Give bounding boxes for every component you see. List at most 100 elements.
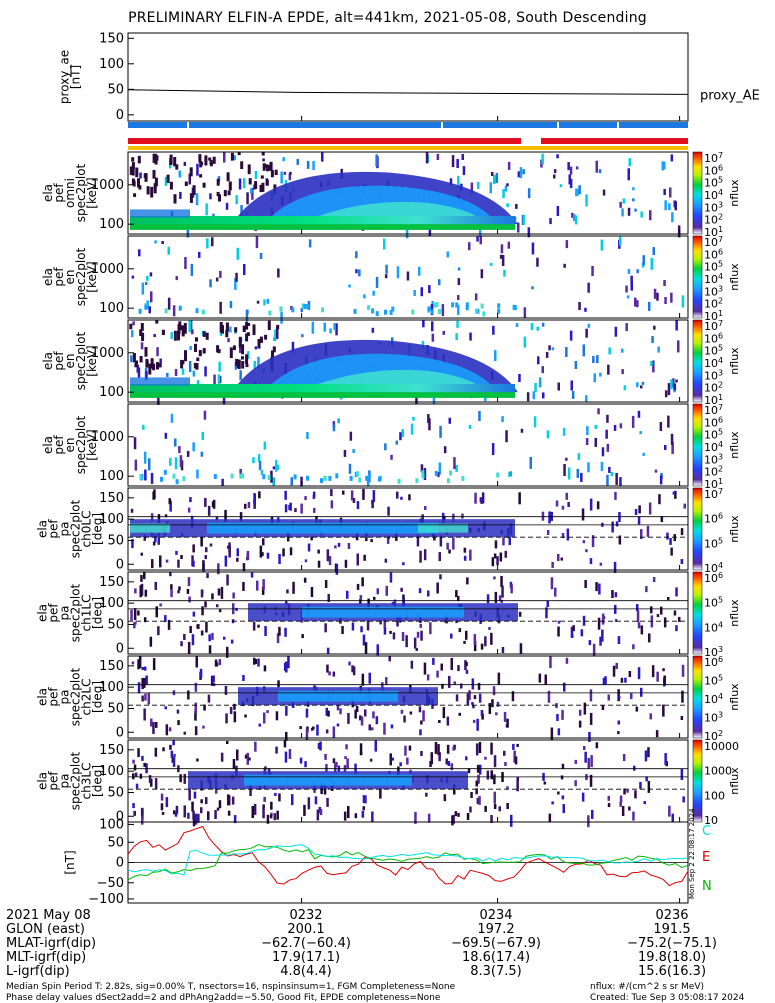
heatmap-band xyxy=(130,383,515,396)
heatmap-pixel xyxy=(427,306,431,312)
heatmap-pixel xyxy=(164,706,167,710)
heatmap-pixel xyxy=(141,282,145,295)
heatmap-pixel xyxy=(548,511,551,524)
heatmap-pixel xyxy=(324,580,328,588)
heatmap-band xyxy=(130,377,190,386)
heatmap-pixel xyxy=(466,813,470,820)
heatmap-pixel xyxy=(326,664,329,673)
heatmap-pixel xyxy=(243,178,246,189)
y-axis-label-line: spec2plot xyxy=(74,247,88,306)
heatmap-pixel xyxy=(511,691,515,702)
proxy-ae-legend: proxy_AE xyxy=(700,88,760,103)
heatmap-pixel xyxy=(640,211,643,218)
heatmap-pixel xyxy=(169,572,172,577)
heatmap-pixel xyxy=(669,187,672,198)
heatmap-pixel xyxy=(637,516,641,525)
heatmap-pixel xyxy=(474,308,478,314)
y-tick-label: 150 xyxy=(99,659,124,674)
heatmap-pixel xyxy=(448,417,451,424)
heatmap-pixel xyxy=(449,178,453,186)
heatmap-pixel xyxy=(466,693,470,706)
heatmap-pixel xyxy=(636,382,639,388)
heatmap-pixel xyxy=(301,303,305,309)
heatmap-pixel xyxy=(481,492,485,504)
heatmap-pixel xyxy=(574,361,578,369)
heatmap-pixel xyxy=(238,336,242,348)
heatmap-pixel xyxy=(468,242,471,251)
page-title: PRELIMINARY ELFIN-A EPDE, alt=441km, 202… xyxy=(128,10,647,26)
heatmap-pixel xyxy=(227,338,230,343)
heatmap-pixel xyxy=(480,269,484,279)
y-tick-label: 100 xyxy=(99,301,124,316)
heatmap-pixel xyxy=(587,282,590,293)
heatmap-pixel xyxy=(640,625,644,635)
heatmap-pixel xyxy=(226,172,230,182)
heatmap-pixel xyxy=(680,716,684,720)
heatmap-pixel xyxy=(557,382,560,391)
heatmap-pixel xyxy=(260,175,264,179)
heatmap-pixel xyxy=(207,505,211,516)
heatmap-pixel xyxy=(399,432,402,441)
heatmap-pixel xyxy=(253,493,256,505)
heatmap-pixel xyxy=(257,339,261,349)
heatmap-pixel xyxy=(131,539,134,549)
heatmap-pixel xyxy=(212,213,215,218)
heatmap-pixel xyxy=(358,269,361,277)
heatmap-pixel xyxy=(139,773,143,779)
heatmap-pixel xyxy=(416,534,420,547)
heatmap-pixel xyxy=(430,309,434,315)
panel-frame xyxy=(127,571,689,655)
heatmap-pixel xyxy=(383,618,386,629)
heatmap-pixel xyxy=(561,795,565,800)
heatmap-pixel xyxy=(246,192,249,205)
heatmap-pixel xyxy=(361,577,364,587)
heatmap-pixel xyxy=(565,457,568,461)
heatmap-pixel xyxy=(253,803,257,815)
heatmap-pixel xyxy=(132,759,135,764)
heatmap-pixel xyxy=(636,269,639,274)
heatmap-pixel xyxy=(421,470,425,476)
heatmap-pixel xyxy=(636,610,640,623)
heatmap-pixel xyxy=(242,563,246,572)
heatmap-pixel xyxy=(232,592,235,599)
heatmap-pixel xyxy=(279,306,283,312)
heatmap-pixel xyxy=(364,709,367,717)
heatmap-pixel xyxy=(152,658,156,671)
heatmap-pixel xyxy=(519,167,523,179)
heatmap-pixel xyxy=(245,309,249,322)
heatmap-pixel xyxy=(589,498,593,511)
y-axis-label-line: pef xyxy=(52,435,66,455)
heatmap-pixel xyxy=(217,374,221,385)
y-tick-label: 100 xyxy=(99,469,124,484)
status-bar-blue xyxy=(128,122,688,128)
heatmap-pixel xyxy=(173,157,177,167)
heatmap-pixel xyxy=(252,457,255,464)
heatmap-pixel xyxy=(479,236,482,245)
heatmap-pixel xyxy=(656,614,660,618)
heatmap-pixel xyxy=(198,350,202,357)
heatmap-pixel xyxy=(148,306,151,314)
heatmap-pixel xyxy=(262,163,266,171)
heatmap-pixel xyxy=(565,240,569,249)
heatmap-pixel xyxy=(154,581,157,590)
heatmap-pixel xyxy=(269,814,273,819)
heatmap-pixel xyxy=(303,804,306,816)
pa-band-core xyxy=(207,522,438,534)
heatmap-pixel xyxy=(599,636,602,646)
footer-row-value: 191.5 xyxy=(653,922,691,937)
heatmap-pixel xyxy=(389,572,393,583)
heatmap-pixel xyxy=(379,788,382,799)
heatmap-pixel xyxy=(598,583,601,595)
heatmap-pixel xyxy=(188,320,191,333)
heatmap-pixel xyxy=(209,159,213,165)
heatmap-pixel xyxy=(149,272,153,277)
y-axis-label-line: spec2plot xyxy=(69,667,83,726)
y-axis-label-line: omni xyxy=(63,178,77,208)
heatmap-pixel xyxy=(427,590,430,597)
heatmap-pixel xyxy=(263,665,267,672)
heatmap-pixel xyxy=(472,719,476,723)
heatmap-pixel xyxy=(446,478,450,484)
heatmap-pixel xyxy=(201,309,205,315)
heatmap-pixel xyxy=(180,641,183,647)
